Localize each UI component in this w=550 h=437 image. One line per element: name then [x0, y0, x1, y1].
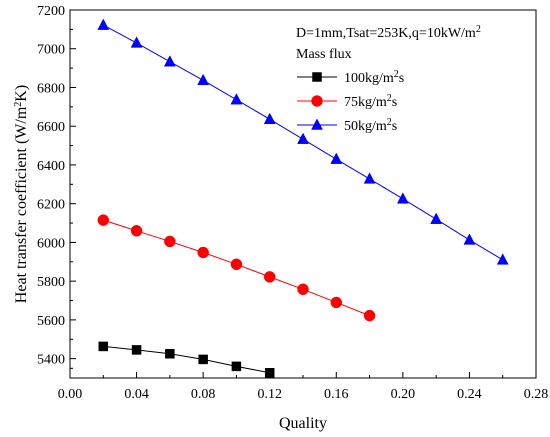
x-tick-label: 0.16: [324, 387, 349, 402]
data-point: [231, 361, 242, 372]
x-tick-label: 0.04: [124, 387, 149, 402]
y-tick-label: 6400: [37, 159, 65, 174]
y-tick-label: 5400: [37, 353, 65, 368]
y-tick-label: 5600: [37, 314, 65, 329]
series-layer: [97, 18, 509, 378]
data-point: [363, 172, 376, 184]
x-tick-label: 0.28: [524, 387, 549, 402]
data-point: [230, 93, 243, 105]
data-point: [263, 112, 276, 124]
y-tick-label: 7000: [37, 43, 65, 58]
y-tick-label: 6800: [37, 81, 65, 96]
data-point: [97, 18, 110, 30]
data-point: [297, 132, 309, 144]
legend-marker: [312, 72, 322, 82]
data-point: [430, 212, 443, 224]
data-point: [330, 296, 343, 309]
data-point: [330, 152, 343, 164]
legend-label: 75kg/m2s: [344, 93, 397, 111]
legend-marker: [311, 118, 323, 130]
x-tick-label: 0.00: [58, 387, 83, 402]
data-point: [396, 192, 409, 204]
data-point: [131, 345, 142, 355]
x-tick-label: 0.20: [391, 387, 416, 402]
plot-frame: [69, 9, 537, 379]
legend-item: 50kg/m2s: [297, 117, 397, 135]
y-axis-title: Heat transfer coefficient (W/m2K): [13, 85, 31, 303]
data-point: [463, 233, 476, 245]
legend-marker: [311, 95, 323, 107]
series-2: [97, 18, 509, 265]
data-point: [230, 258, 243, 271]
x-axis-title: Quality: [279, 415, 327, 432]
data-point: [165, 349, 175, 359]
legend-label: 100kg/m2s: [344, 69, 404, 87]
data-point: [97, 214, 110, 226]
legend: Mass flux 100kg/m2s 75kg/m2s 50kg/m2s: [296, 47, 404, 134]
data-point: [130, 36, 143, 48]
data-point: [198, 354, 208, 365]
y-tick-label: 6200: [37, 198, 65, 213]
data-point: [263, 271, 276, 283]
legend-item: 75kg/m2s: [297, 93, 397, 111]
data-point: [163, 55, 176, 67]
data-point: [264, 368, 275, 378]
y-tick-label: 5800: [37, 275, 65, 290]
data-point: [197, 246, 209, 259]
y-tick-label: 6000: [37, 236, 65, 251]
series-0: [98, 341, 275, 378]
legend-label: 50kg/m2s: [344, 117, 397, 135]
data-point: [98, 341, 109, 352]
series-1: [97, 214, 376, 322]
data-point: [496, 253, 509, 265]
axis-ticks: 0.00 0.04 0.08 0.12 0.16 0.20 0.24 0.28 5400 5600…: [37, 4, 548, 402]
series-line: [103, 345, 270, 374]
y-tick-label: 7200: [37, 4, 65, 19]
legend-item: 100kg/m2s: [297, 69, 404, 87]
data-point: [297, 283, 309, 296]
data-point: [197, 73, 210, 86]
y-tick-label: 6600: [37, 120, 65, 135]
legend-title: Mass flux: [296, 47, 352, 62]
x-tick-label: 0.24: [457, 387, 482, 402]
data-point: [363, 309, 376, 322]
x-tick-label: 0.08: [191, 387, 216, 402]
chart-annotation: D=1mm,Tsat=253K,q=10kW/m2: [296, 24, 481, 42]
data-point: [164, 235, 176, 248]
data-point: [130, 225, 143, 237]
x-tick-label: 0.12: [257, 387, 282, 402]
